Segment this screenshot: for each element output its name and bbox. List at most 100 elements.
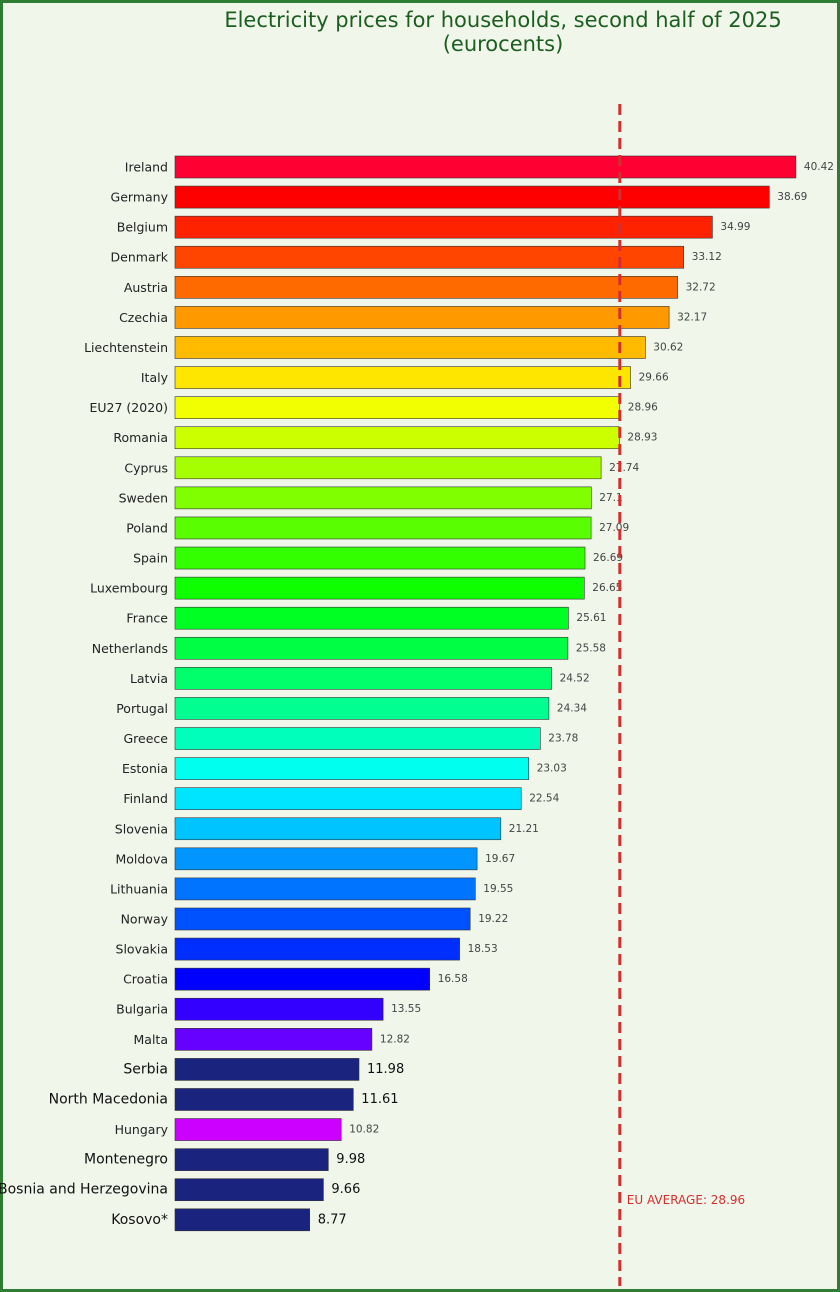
bar-8	[174, 396, 621, 419]
category-label-0: Ireland	[125, 160, 168, 175]
value-label-33: 9.98	[336, 1152, 365, 1167]
bar-22	[174, 817, 502, 841]
value-label-34: 9.66	[331, 1182, 360, 1197]
category-label-35: Kosovo*	[111, 1212, 168, 1228]
bar-29	[174, 1028, 373, 1051]
bar-26	[174, 937, 460, 961]
category-label-27: Croatia	[123, 972, 168, 987]
bar-33	[174, 1148, 329, 1171]
category-label-3: Denmark	[111, 250, 169, 265]
bar-30	[174, 1058, 360, 1081]
bar-7	[174, 366, 631, 389]
value-label-2: 34.99	[720, 221, 750, 233]
category-label-22: Slovenia	[115, 821, 168, 836]
value-label-6: 30.62	[653, 341, 683, 353]
category-label-17: Latvia	[130, 671, 168, 686]
category-label-7: Italy	[141, 370, 169, 385]
bar-20	[174, 757, 530, 780]
value-label-31: 11.61	[361, 1092, 398, 1107]
category-label-31: North Macedonia	[49, 1091, 168, 1107]
category-label-21: Finland	[123, 791, 168, 806]
category-label-19: Greece	[124, 731, 169, 746]
bar-14	[174, 576, 585, 600]
value-label-28: 13.55	[391, 1003, 421, 1015]
value-label-35: 8.77	[318, 1212, 347, 1227]
category-label-25: Norway	[121, 912, 169, 927]
value-label-19: 23.78	[548, 733, 578, 745]
bar-10	[174, 456, 602, 480]
value-label-9: 28.93	[627, 432, 657, 444]
bar-25	[174, 907, 471, 931]
bar-6	[174, 336, 646, 359]
value-label-24: 19.55	[483, 883, 513, 895]
bar-18	[174, 697, 550, 720]
value-label-32: 10.82	[349, 1124, 379, 1136]
bar-4	[174, 276, 678, 299]
category-label-6: Liechtenstein	[84, 340, 168, 355]
value-label-0: 40.42	[804, 161, 834, 173]
bar-16	[174, 636, 569, 660]
value-label-1: 38.69	[777, 191, 807, 203]
bar-15	[174, 606, 569, 630]
bar-34	[174, 1178, 324, 1202]
value-label-25: 19.22	[478, 913, 508, 925]
bar-31	[174, 1088, 354, 1111]
value-label-17: 24.52	[560, 672, 590, 684]
bar-5	[174, 306, 670, 329]
value-label-29: 12.82	[380, 1033, 410, 1045]
bar-28	[174, 997, 384, 1021]
value-label-11: 27.1	[599, 492, 622, 504]
category-label-23: Moldova	[115, 851, 168, 866]
value-label-12: 27.09	[599, 522, 629, 534]
value-label-3: 33.12	[692, 251, 722, 263]
value-label-5: 32.17	[677, 311, 707, 323]
category-label-9: Romania	[113, 430, 168, 445]
bar-32	[174, 1118, 342, 1141]
category-label-11: Sweden	[119, 490, 168, 505]
value-label-18: 24.34	[557, 702, 587, 714]
bar-19	[174, 727, 541, 750]
category-label-13: Spain	[133, 551, 168, 566]
bar-21	[174, 787, 522, 810]
value-label-14: 26.65	[592, 582, 622, 594]
bar-3	[174, 245, 685, 269]
value-label-27: 16.58	[438, 973, 468, 985]
chart-title: Electricity prices for households, secon…	[224, 8, 782, 56]
bar-0	[174, 155, 797, 179]
value-label-15: 25.61	[576, 612, 606, 624]
value-label-10: 27.74	[609, 462, 639, 474]
eu-average-label: EU AVERAGE: 28.96	[627, 1193, 745, 1207]
category-label-4: Austria	[124, 280, 168, 295]
category-label-33: Montenegro	[84, 1152, 168, 1168]
value-label-7: 29.66	[639, 372, 669, 384]
category-label-32: Hungary	[115, 1122, 169, 1137]
category-label-28: Bulgaria	[116, 1002, 168, 1017]
bars-layer: Ireland 40.42 Germany 38.69 Belgium 34.99 Denm…	[0, 155, 834, 1232]
category-label-12: Poland	[126, 520, 168, 535]
bar-23	[174, 847, 478, 871]
value-label-26: 18.53	[468, 943, 498, 955]
bar-13	[174, 546, 586, 570]
bar-24	[174, 877, 476, 901]
category-label-1: Germany	[111, 190, 169, 205]
value-label-30: 11.98	[367, 1062, 404, 1077]
category-label-16: Netherlands	[92, 641, 168, 656]
bar-27	[174, 967, 430, 991]
category-label-15: France	[126, 611, 168, 626]
value-label-20: 23.03	[537, 763, 567, 775]
bar-11	[174, 486, 592, 510]
category-label-34: Bosnia and Herzegovina	[0, 1182, 168, 1198]
category-label-24: Lithuania	[110, 881, 168, 896]
value-label-13: 26.69	[593, 552, 623, 564]
bar-12	[174, 516, 592, 540]
value-label-4: 32.72	[686, 281, 716, 293]
bar-35	[174, 1208, 310, 1232]
bar-17	[174, 667, 552, 690]
category-label-8: EU27 (2020)	[90, 400, 169, 415]
category-label-10: Cyprus	[124, 460, 168, 475]
category-label-20: Estonia	[122, 761, 168, 776]
value-label-23: 19.67	[485, 853, 515, 865]
category-label-14: Luxembourg	[90, 581, 168, 596]
category-label-5: Czechia	[119, 310, 168, 325]
